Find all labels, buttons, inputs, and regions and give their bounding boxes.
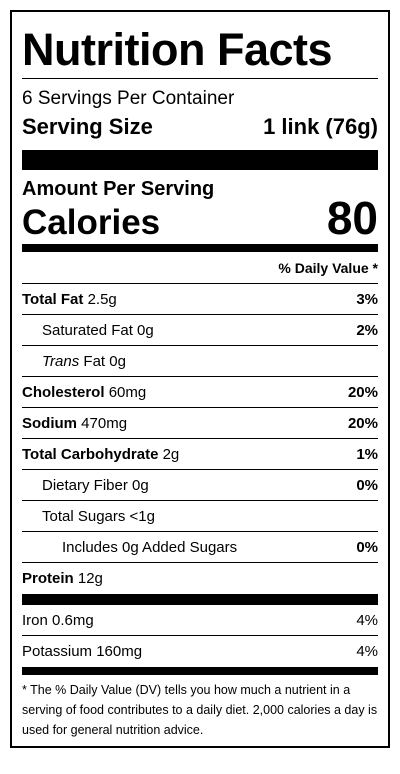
thick-rule (22, 150, 378, 170)
mineral-dv: 4% (356, 642, 378, 660)
thick-rule (22, 594, 378, 605)
nutrient-list: Total Fat 2.5g 3% Saturated Fat 0g 2% Tran… (22, 283, 378, 593)
nutrition-label: Nutrition Facts 6 Servings Per Container… (10, 10, 390, 748)
title: Nutrition Facts (22, 24, 333, 75)
nutrient-name: Dietary Fiber 0g (42, 476, 149, 494)
nutrient-amount: 2g (162, 445, 180, 463)
nutrient-row: Sodium 470mg 20% (22, 407, 378, 438)
thick-rule (22, 667, 378, 675)
nutrient-dv: 0% (356, 538, 378, 556)
nutrient-row: Dietary Fiber 0g 0% (22, 469, 378, 500)
nutrient-row: Total Fat 2.5g 3% (22, 283, 378, 314)
daily-value-header: % Daily Value * (278, 260, 378, 276)
nutrient-row: Saturated Fat 0g 2% (22, 314, 378, 345)
rule (22, 78, 378, 79)
nutrient-name: Includes 0g Added Sugars (62, 538, 238, 556)
mineral-list: Iron 0.6mg 4% Potassium 160mg 4% (22, 605, 378, 666)
nutrient-row: Total Sugars <1g (22, 500, 378, 532)
footnote: * The % Daily Value (DV) tells you how m… (22, 683, 378, 737)
nutrient-amount: 12g (77, 569, 103, 587)
nutrient-name: Total Fat (22, 290, 84, 308)
serving-size-value: 1 link (76g) (263, 114, 378, 139)
calories-label: Calories (22, 203, 161, 242)
nutrient-row: Cholesterol 60mg 20% (22, 376, 378, 407)
servings: 6 Servings Per Container (22, 88, 235, 109)
thick-rule (22, 244, 378, 252)
nutrient-row: Trans Fat 0g (22, 345, 378, 376)
amount-per-serving: Amount Per Serving (22, 178, 215, 200)
nutrient-row: Includes 0g Added Sugars 0% (62, 532, 378, 562)
serving-size: Serving Size 1 link (76g) (22, 114, 378, 140)
nutrient-dv: 20% (347, 414, 378, 432)
mineral-row: Potassium 160mg 4% (22, 635, 378, 666)
serving-size-label: Serving Size (22, 114, 153, 139)
nutrient-name: Total Carbohydrate (22, 445, 159, 463)
mineral-name: Potassium 160mg (22, 642, 143, 660)
nutrient-row: Total Carbohydrate 2g 1% (22, 438, 378, 469)
nutrient-name: Total Sugars <1g (42, 507, 155, 525)
nutrient-amount: 470mg (81, 414, 128, 432)
nutrient-dv: 1% (356, 445, 378, 463)
nutrient-row: Protein 12g (22, 562, 378, 593)
nutrient-name: Saturated Fat 0g (42, 321, 154, 339)
nutrient-amount: 60mg (108, 383, 147, 401)
nutrient-name: Fat 0g (83, 352, 126, 370)
nutrient-name: Sodium (22, 414, 77, 432)
nutrient-name: Cholesterol (22, 383, 105, 401)
nutrient-dv: 0% (356, 476, 378, 494)
mineral-name: Iron 0.6mg (22, 611, 94, 629)
mineral-row: Iron 0.6mg 4% (22, 605, 378, 635)
nutrient-dv: 3% (356, 290, 378, 308)
calories: Calories 80 (22, 192, 378, 244)
calories-value: 80 (326, 192, 378, 244)
nutrient-name: Protein (22, 569, 74, 587)
nutrient-name-italic: Trans (42, 352, 80, 370)
nutrient-dv: 2% (356, 321, 378, 339)
mineral-dv: 4% (356, 611, 378, 629)
nutrient-amount: 2.5g (87, 290, 117, 308)
nutrient-dv: 20% (347, 383, 378, 401)
